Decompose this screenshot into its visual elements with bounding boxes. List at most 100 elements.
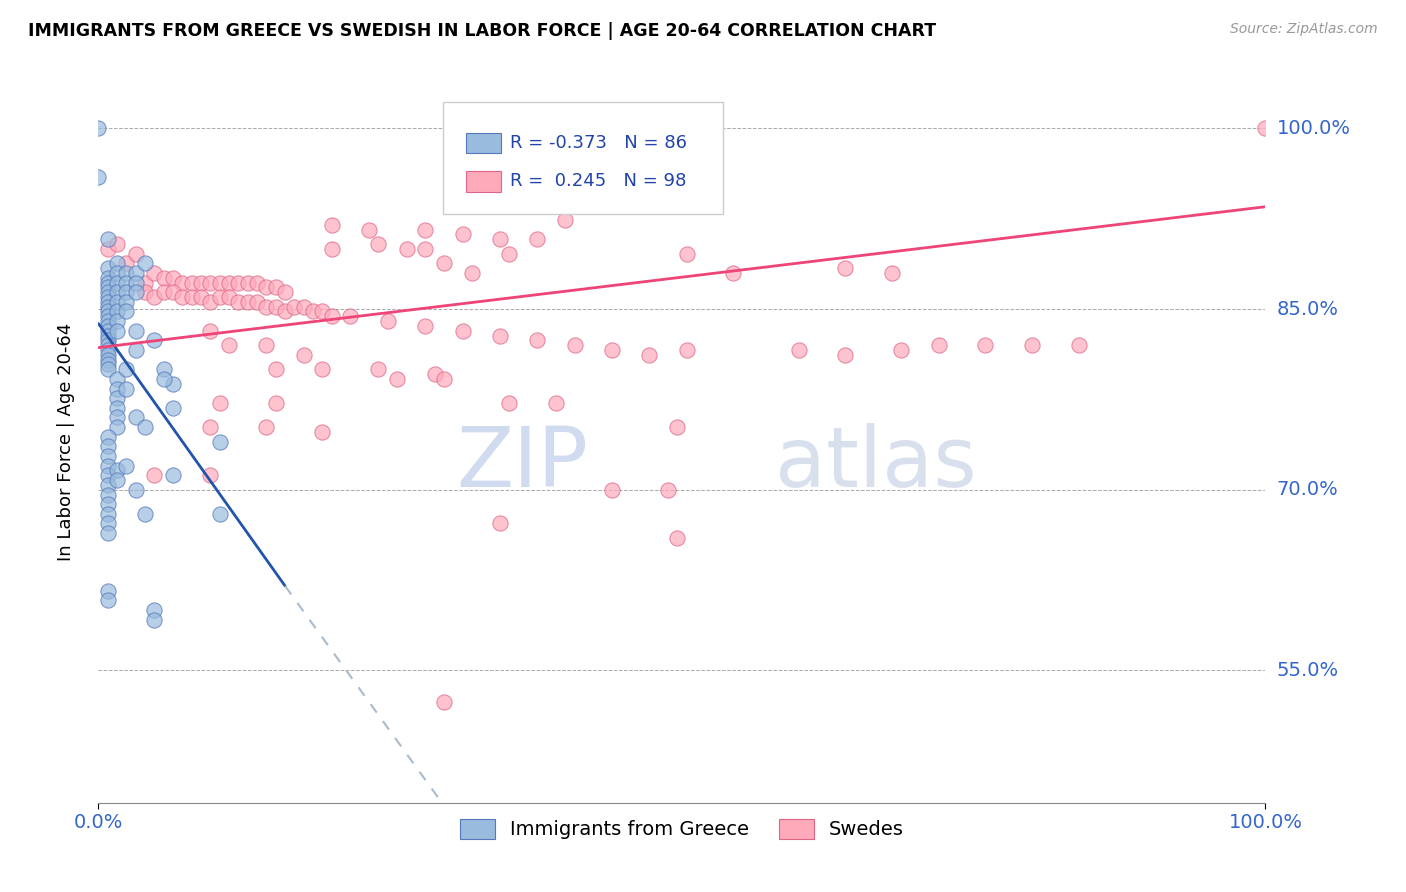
Swedes: [498, 396, 520, 410]
Immigrants from Greece: [105, 256, 128, 270]
Swedes: [498, 246, 520, 260]
Immigrants from Greece: [115, 276, 138, 290]
Swedes: [367, 362, 389, 376]
Swedes: [264, 280, 287, 294]
Immigrants from Greece: [97, 468, 120, 483]
Immigrants from Greece: [105, 324, 128, 338]
Swedes: [190, 276, 212, 290]
Swedes: [638, 348, 661, 362]
Immigrants from Greece: [97, 314, 120, 328]
Immigrants from Greece: [97, 430, 120, 444]
Immigrants from Greece: [97, 343, 120, 357]
Swedes: [292, 348, 315, 362]
Swedes: [218, 290, 240, 304]
Swedes: [172, 276, 194, 290]
Immigrants from Greece: [97, 338, 120, 352]
Swedes: [311, 304, 333, 318]
Swedes: [880, 266, 903, 280]
Immigrants from Greece: [87, 169, 110, 184]
Swedes: [675, 343, 697, 357]
Immigrants from Greece: [97, 270, 120, 285]
Immigrants from Greece: [152, 372, 174, 386]
Immigrants from Greece: [105, 420, 128, 434]
Immigrants from Greece: [97, 497, 120, 511]
Swedes: [413, 242, 436, 256]
Swedes: [600, 343, 623, 357]
Immigrants from Greece: [97, 352, 120, 367]
Immigrants from Greece: [105, 314, 128, 328]
Swedes: [236, 276, 259, 290]
Immigrants from Greece: [105, 294, 128, 309]
Immigrants from Greece: [143, 334, 166, 348]
Swedes: [208, 276, 231, 290]
Swedes: [143, 266, 166, 280]
Swedes: [143, 290, 166, 304]
Swedes: [200, 276, 222, 290]
Swedes: [461, 266, 484, 280]
Immigrants from Greece: [97, 294, 120, 309]
Swedes: [236, 294, 259, 309]
Swedes: [423, 367, 446, 381]
Immigrants from Greece: [97, 290, 120, 304]
Swedes: [162, 285, 184, 300]
Immigrants from Greece: [97, 507, 120, 521]
Text: 85.0%: 85.0%: [1277, 300, 1339, 318]
Swedes: [200, 420, 222, 434]
Immigrants from Greece: [97, 358, 120, 372]
Swedes: [974, 338, 997, 352]
Swedes: [321, 242, 343, 256]
Text: 70.0%: 70.0%: [1277, 480, 1339, 500]
Text: IMMIGRANTS FROM GREECE VS SWEDISH IN LABOR FORCE | AGE 20-64 CORRELATION CHART: IMMIGRANTS FROM GREECE VS SWEDISH IN LAB…: [28, 22, 936, 40]
Swedes: [292, 300, 315, 314]
Swedes: [526, 334, 548, 348]
Immigrants from Greece: [162, 376, 184, 391]
Immigrants from Greece: [97, 334, 120, 348]
Swedes: [152, 270, 174, 285]
Text: ZIP: ZIP: [457, 423, 589, 504]
Immigrants from Greece: [97, 318, 120, 333]
Immigrants from Greece: [97, 276, 120, 290]
Immigrants from Greece: [125, 410, 148, 425]
Immigrants from Greece: [97, 478, 120, 492]
Swedes: [321, 310, 343, 324]
Swedes: [134, 276, 156, 290]
Immigrants from Greece: [134, 256, 156, 270]
Swedes: [208, 396, 231, 410]
Swedes: [367, 237, 389, 252]
Swedes: [834, 261, 856, 276]
Swedes: [200, 468, 222, 483]
Immigrants from Greece: [143, 603, 166, 617]
Swedes: [180, 276, 202, 290]
Swedes: [274, 304, 297, 318]
Swedes: [264, 362, 287, 376]
Swedes: [433, 695, 456, 709]
Immigrants from Greece: [105, 372, 128, 386]
Swedes: [666, 531, 689, 545]
Text: R =  0.245   N = 98: R = 0.245 N = 98: [510, 172, 686, 190]
Swedes: [228, 294, 250, 309]
Immigrants from Greece: [125, 266, 148, 280]
Swedes: [228, 276, 250, 290]
Swedes: [256, 280, 278, 294]
Swedes: [1254, 121, 1277, 136]
Swedes: [359, 222, 381, 236]
Swedes: [180, 290, 202, 304]
Immigrants from Greece: [105, 266, 128, 280]
Immigrants from Greece: [97, 300, 120, 314]
Swedes: [1021, 338, 1043, 352]
Text: Source: ZipAtlas.com: Source: ZipAtlas.com: [1230, 22, 1378, 37]
Swedes: [834, 348, 856, 362]
Immigrants from Greece: [97, 526, 120, 541]
Swedes: [377, 314, 399, 328]
Immigrants from Greece: [115, 382, 138, 396]
Immigrants from Greece: [105, 276, 128, 290]
Immigrants from Greece: [97, 593, 120, 607]
Immigrants from Greece: [134, 420, 156, 434]
Swedes: [283, 300, 305, 314]
Swedes: [134, 285, 156, 300]
Swedes: [200, 294, 222, 309]
Swedes: [264, 300, 287, 314]
Immigrants from Greece: [97, 449, 120, 463]
Swedes: [928, 338, 950, 352]
Immigrants from Greece: [97, 583, 120, 598]
